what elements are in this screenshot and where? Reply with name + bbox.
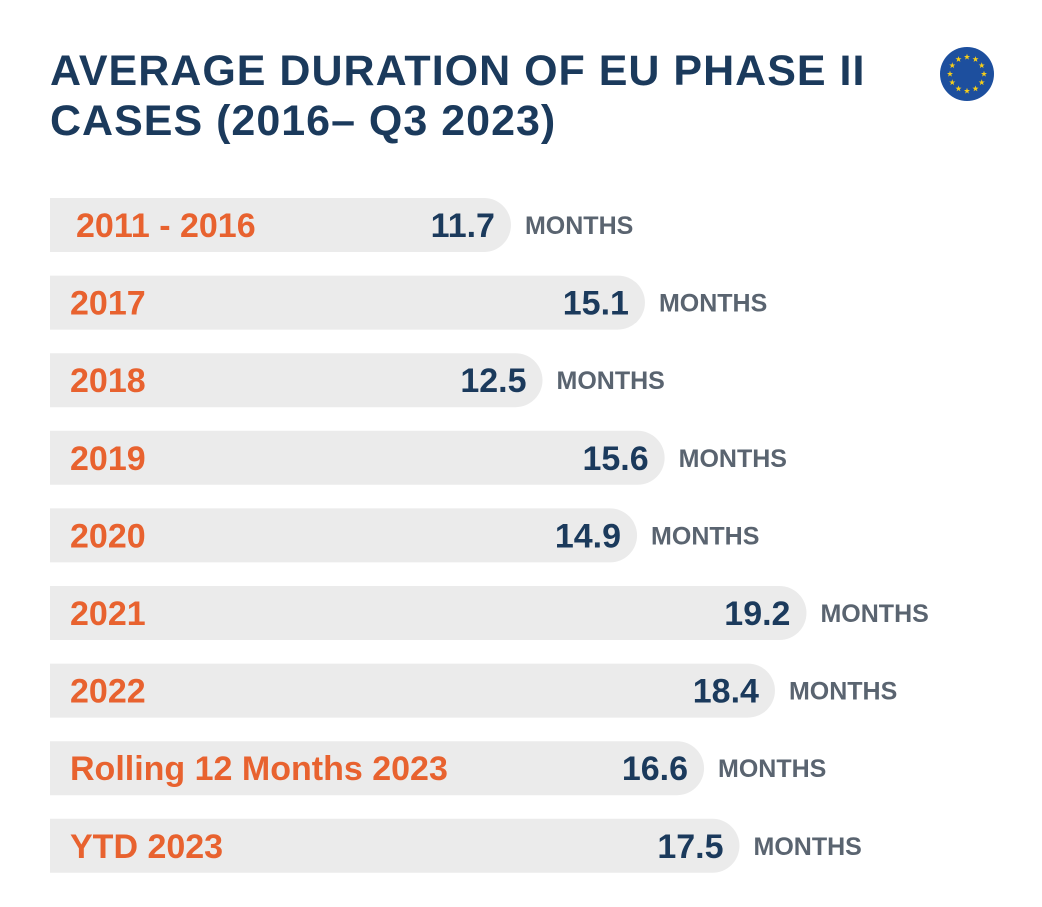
category-label: YTD 2023	[70, 828, 223, 866]
unit-label: MONTHS	[525, 212, 633, 240]
bar-row: 2017 15.1 MONTHS	[50, 275, 767, 330]
bar	[50, 586, 807, 640]
bar-row: 2018 12.5 MONTHS	[50, 353, 665, 408]
flag-star-icon	[949, 79, 956, 86]
bar	[50, 741, 705, 796]
value-label: 12.5	[460, 362, 526, 400]
category-label: 2022	[70, 673, 146, 711]
unit-label: MONTHS	[679, 445, 787, 473]
value-label: 19.2	[724, 595, 790, 633]
flag-star-icon	[955, 85, 962, 92]
bar	[50, 353, 543, 408]
unit-label: MONTHS	[718, 755, 826, 783]
bar-row: YTD 2023 17.5 MONTHS	[50, 818, 862, 873]
value-label: 14.9	[555, 517, 621, 555]
unit-label: MONTHS	[789, 678, 897, 706]
unit-label: MONTHS	[651, 522, 759, 550]
bar	[50, 508, 638, 563]
unit-label: MONTHS	[754, 833, 862, 861]
value-label: 15.1	[563, 285, 629, 323]
unit-label: MONTHS	[820, 600, 928, 628]
flag-disc	[940, 47, 994, 101]
category-label: 2011 - 2016	[76, 207, 256, 245]
flag-star-icon	[978, 79, 985, 86]
bar	[50, 198, 511, 252]
category-label: 2021	[70, 595, 146, 633]
bar	[50, 663, 775, 718]
bar-row: 2019 15.6 MONTHS	[50, 430, 787, 485]
bar	[50, 275, 645, 330]
flag-star-icon	[978, 62, 985, 69]
unit-label: MONTHS	[659, 290, 767, 318]
flag-star-icon	[980, 70, 988, 77]
value-label: 11.7	[431, 207, 495, 245]
category-label: 2019	[70, 440, 146, 478]
flag-star-icon	[955, 56, 962, 62]
value-label: 18.4	[693, 673, 759, 711]
eu-flag-icon	[940, 47, 994, 101]
flag-star-icon	[972, 56, 979, 62]
bar-row: 2020 14.9 MONTHS	[50, 508, 759, 563]
bar	[50, 430, 665, 485]
bar	[50, 818, 740, 873]
flag-star-icon	[946, 70, 954, 77]
flag-star-icon	[949, 62, 956, 69]
value-label: 16.6	[622, 750, 688, 788]
category-label: 2020	[70, 517, 146, 555]
flag-star-icon	[963, 53, 971, 60]
flag-star-icon	[963, 87, 971, 94]
flag-star-icon	[972, 85, 979, 92]
value-label: 17.5	[657, 828, 723, 866]
bar-row: Rolling 12 Months 2023 16.6 MONTHS	[50, 741, 826, 796]
category-label: 2018	[70, 362, 146, 400]
bar-row: 2011 - 2016 11.7 MONTHS	[50, 198, 633, 252]
bar-row: 2021 19.2 MONTHS	[50, 586, 929, 640]
unit-label: MONTHS	[557, 367, 665, 395]
bar-row: 2022 18.4 MONTHS	[50, 663, 897, 718]
chart-title: AVERAGE DURATION OF EU PHASE II CASES (2…	[50, 47, 866, 145]
category-label: Rolling 12 Months 2023	[70, 750, 448, 788]
category-label: 2017	[70, 285, 146, 323]
value-label: 15.6	[582, 440, 648, 478]
